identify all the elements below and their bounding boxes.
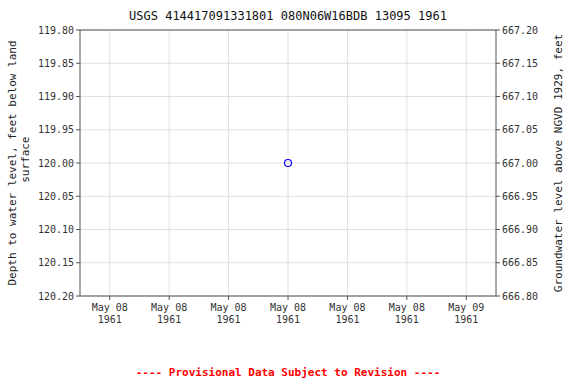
tick: [496, 229, 500, 230]
text-line: May 08: [270, 302, 306, 313]
grid-line: [406, 30, 407, 296]
tick-label: 120.10: [38, 224, 74, 235]
text-line: Groundwater level above NGVD 1929, feet: [552, 34, 565, 292]
tick-label: 667.05: [502, 124, 538, 135]
tick: [496, 196, 500, 197]
tick-label: 667.15: [502, 58, 538, 69]
tick: [496, 262, 500, 263]
tick: [109, 296, 110, 300]
tick: [496, 296, 500, 297]
text-line: 1961: [217, 314, 241, 325]
tick: [76, 96, 80, 97]
tick-label: 120.20: [38, 291, 74, 302]
tick: [496, 129, 500, 130]
tick: [76, 196, 80, 197]
text-line: Depth to water level, feet below land: [6, 40, 19, 285]
tick: [288, 296, 289, 300]
tick-label: May 081961: [92, 302, 128, 325]
tick-label: 667.20: [502, 25, 538, 36]
text-line: May 08: [329, 302, 365, 313]
tick: [496, 96, 500, 97]
tick: [76, 296, 80, 297]
tick-label: 119.90: [38, 91, 74, 102]
tick: [228, 296, 229, 300]
grid-line: [228, 30, 229, 296]
grid-line: [288, 30, 289, 296]
tick-label: 119.85: [38, 58, 74, 69]
text-line: May 08: [211, 302, 247, 313]
plot-frame: [80, 30, 496, 296]
tick: [76, 163, 80, 164]
text-line: surface: [19, 137, 32, 190]
tick-label: May 081961: [211, 302, 247, 325]
tick-label: 666.80: [502, 291, 538, 302]
tick-label: 119.80: [38, 25, 74, 36]
annotation: ---- Provisional Data Subject to Revisio…: [136, 366, 441, 379]
axis-label: Groundwater level above NGVD 1929, feet: [552, 34, 565, 292]
axis-label: Depth to water level, feet below land su…: [6, 40, 32, 285]
tick: [496, 30, 500, 31]
tick-label: May 081961: [270, 302, 306, 325]
tick-label: 666.90: [502, 224, 538, 235]
text-line: May 08: [151, 302, 187, 313]
text-line: 1961: [335, 314, 359, 325]
tick: [76, 229, 80, 230]
title: USGS 414417091331801 080N06W16BDB 13095 …: [129, 9, 447, 23]
tick-label: May 081961: [389, 302, 425, 325]
tick: [466, 296, 467, 300]
text-line: 1961: [98, 314, 122, 325]
tick-label: 666.95: [502, 191, 538, 202]
text-line: May 08: [389, 302, 425, 313]
tick: [347, 296, 348, 300]
tick: [76, 63, 80, 64]
grid: [80, 30, 496, 296]
text-line: May 09: [448, 302, 484, 313]
tick-label: 666.85: [502, 257, 538, 268]
text-line: May 08: [92, 302, 128, 313]
grid-line: [466, 30, 467, 296]
tick-label: 120.15: [38, 257, 74, 268]
tick-label: 120.05: [38, 191, 74, 202]
marks: [285, 160, 292, 167]
text-line: 1961: [395, 314, 419, 325]
text-line: 1961: [276, 314, 300, 325]
tick: [406, 296, 407, 300]
tick-label: 119.95: [38, 124, 74, 135]
tick-label: May 091961: [448, 302, 484, 325]
tick: [76, 30, 80, 31]
tick: [496, 163, 500, 164]
grid-line: [109, 30, 110, 296]
tick: [496, 63, 500, 64]
tick: [76, 262, 80, 263]
text-line: 1961: [454, 314, 478, 325]
grid-line: [347, 30, 348, 296]
tick-label: 120.00: [38, 158, 74, 169]
tick-label: 667.10: [502, 91, 538, 102]
text-line: 1961: [157, 314, 181, 325]
tick-label: 667.00: [502, 158, 538, 169]
chart: 119.80 119.85 119.90 119.95 120.00 120.05 120.…: [0, 0, 576, 384]
grid-line: [169, 30, 170, 296]
tick: [169, 296, 170, 300]
tick-label: May 081961: [329, 302, 365, 325]
tick: [76, 129, 80, 130]
tick-label: May 081961: [151, 302, 187, 325]
data-point: [285, 160, 292, 167]
